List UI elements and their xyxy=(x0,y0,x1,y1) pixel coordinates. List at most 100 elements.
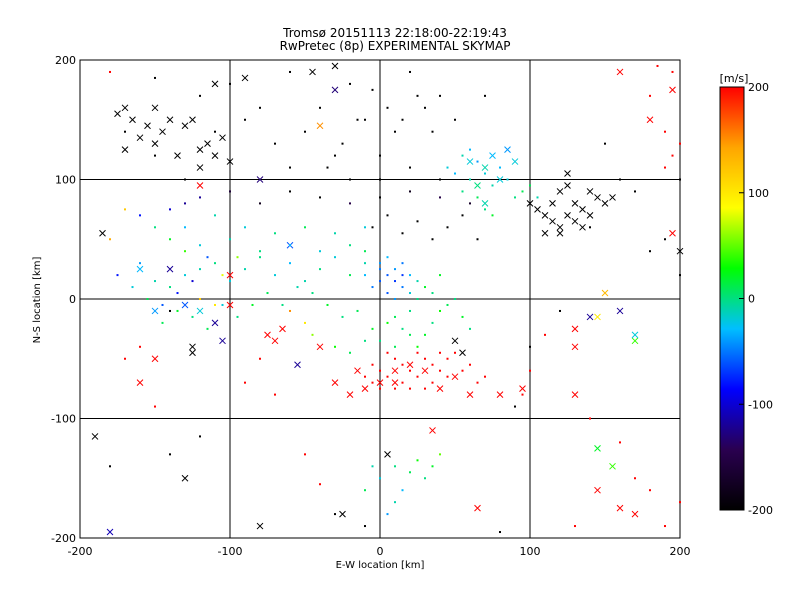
data-point-dot xyxy=(386,106,389,109)
data-point-x xyxy=(669,86,676,94)
data-point-dot xyxy=(446,357,449,360)
data-point-dot xyxy=(304,226,306,229)
data-point-x xyxy=(339,510,346,518)
data-point-dot xyxy=(416,220,419,223)
data-point-dot xyxy=(266,292,269,295)
data-point-dot xyxy=(401,363,404,366)
data-point-x xyxy=(504,146,511,153)
data-point-dot xyxy=(304,321,306,324)
data-point-x xyxy=(151,104,159,112)
data-point-dot xyxy=(649,94,651,97)
data-point-x xyxy=(331,379,339,387)
data-point-dot xyxy=(199,268,201,271)
data-point-dot xyxy=(536,196,539,199)
data-point-dot xyxy=(476,381,479,384)
data-point-x xyxy=(579,223,586,231)
data-point-dot xyxy=(649,250,651,253)
data-point-dot xyxy=(289,244,291,247)
y-tick-label: -100 xyxy=(51,413,76,426)
data-point-dot xyxy=(409,166,411,169)
data-point-dot xyxy=(664,525,666,528)
data-point-x xyxy=(541,229,549,237)
data-point-dot xyxy=(116,274,119,277)
data-point-dot xyxy=(431,363,434,366)
data-point-dot xyxy=(386,274,389,277)
data-point-x xyxy=(571,343,579,351)
data-point-dot xyxy=(289,309,291,312)
data-point-dot xyxy=(326,166,329,169)
data-point-x xyxy=(474,182,481,189)
colorbar-tick-label: 200 xyxy=(748,81,769,94)
data-point-x xyxy=(534,206,541,213)
data-point-x xyxy=(526,200,534,207)
data-point-dot xyxy=(289,262,291,265)
data-point-x xyxy=(631,331,639,339)
colorbar-label: [m/s] xyxy=(720,72,749,85)
data-point-x xyxy=(579,206,586,213)
data-point-dot xyxy=(679,178,681,181)
data-point-dot xyxy=(274,393,276,396)
colorbar-tick-label: 0 xyxy=(748,293,755,306)
data-point-dot xyxy=(259,256,261,259)
data-point-x xyxy=(151,355,159,363)
data-point-dot xyxy=(311,292,314,295)
data-point-dot xyxy=(139,262,141,265)
data-point-dot xyxy=(401,327,404,330)
data-point-x xyxy=(166,265,174,273)
data-point-dot xyxy=(379,262,381,265)
data-point-x xyxy=(121,104,129,112)
data-point-dot xyxy=(431,321,434,324)
data-point-x xyxy=(481,164,489,171)
data-point-dot xyxy=(679,501,681,504)
data-point-dot xyxy=(544,333,546,336)
data-point-dot xyxy=(409,309,411,312)
data-point-dot xyxy=(589,417,591,420)
data-point-dot xyxy=(439,274,441,277)
data-point-x xyxy=(631,510,639,518)
data-point-dot xyxy=(446,226,449,229)
data-point-dot xyxy=(499,166,501,169)
data-point-dot xyxy=(274,142,276,145)
data-point-dot xyxy=(514,405,516,408)
data-point-dot xyxy=(431,381,434,384)
data-point-x xyxy=(354,367,361,375)
data-point-x xyxy=(616,504,624,512)
data-point-dot xyxy=(439,178,441,181)
data-point-dot xyxy=(341,315,344,318)
y-axis-label: N-S location [km] xyxy=(32,257,43,344)
data-point-dot xyxy=(401,118,404,121)
data-point-dot xyxy=(589,226,591,229)
data-point-dot xyxy=(469,178,471,181)
data-point-dot xyxy=(424,106,426,109)
data-point-x xyxy=(99,229,106,237)
data-point-x xyxy=(594,445,601,452)
data-point-dot xyxy=(386,292,389,295)
data-point-dot xyxy=(446,166,449,169)
data-point-dot xyxy=(244,268,246,271)
data-point-x xyxy=(669,229,676,237)
data-point-x xyxy=(376,379,384,387)
data-point-dot xyxy=(431,292,434,295)
data-point-dot xyxy=(131,286,134,289)
data-point-dot xyxy=(199,435,201,438)
data-point-dot xyxy=(394,315,396,318)
data-point-x xyxy=(91,433,99,440)
data-point-dot xyxy=(334,345,336,348)
data-point-x xyxy=(421,367,429,375)
data-point-x xyxy=(466,391,474,398)
data-point-x xyxy=(256,522,264,530)
data-point-x xyxy=(631,337,639,345)
data-point-x xyxy=(646,116,654,124)
data-point-x xyxy=(571,391,579,398)
data-point-dot xyxy=(379,178,381,181)
data-point-dot xyxy=(469,202,471,205)
data-point-x xyxy=(361,385,369,392)
data-point-x xyxy=(556,223,564,231)
data-point-x xyxy=(136,379,144,387)
data-point-dot xyxy=(154,280,156,283)
data-point-dot xyxy=(386,256,389,259)
y-tick-label: 200 xyxy=(55,54,76,67)
data-point-x xyxy=(211,319,219,327)
data-point-dot xyxy=(191,315,194,318)
data-point-x xyxy=(114,110,121,118)
